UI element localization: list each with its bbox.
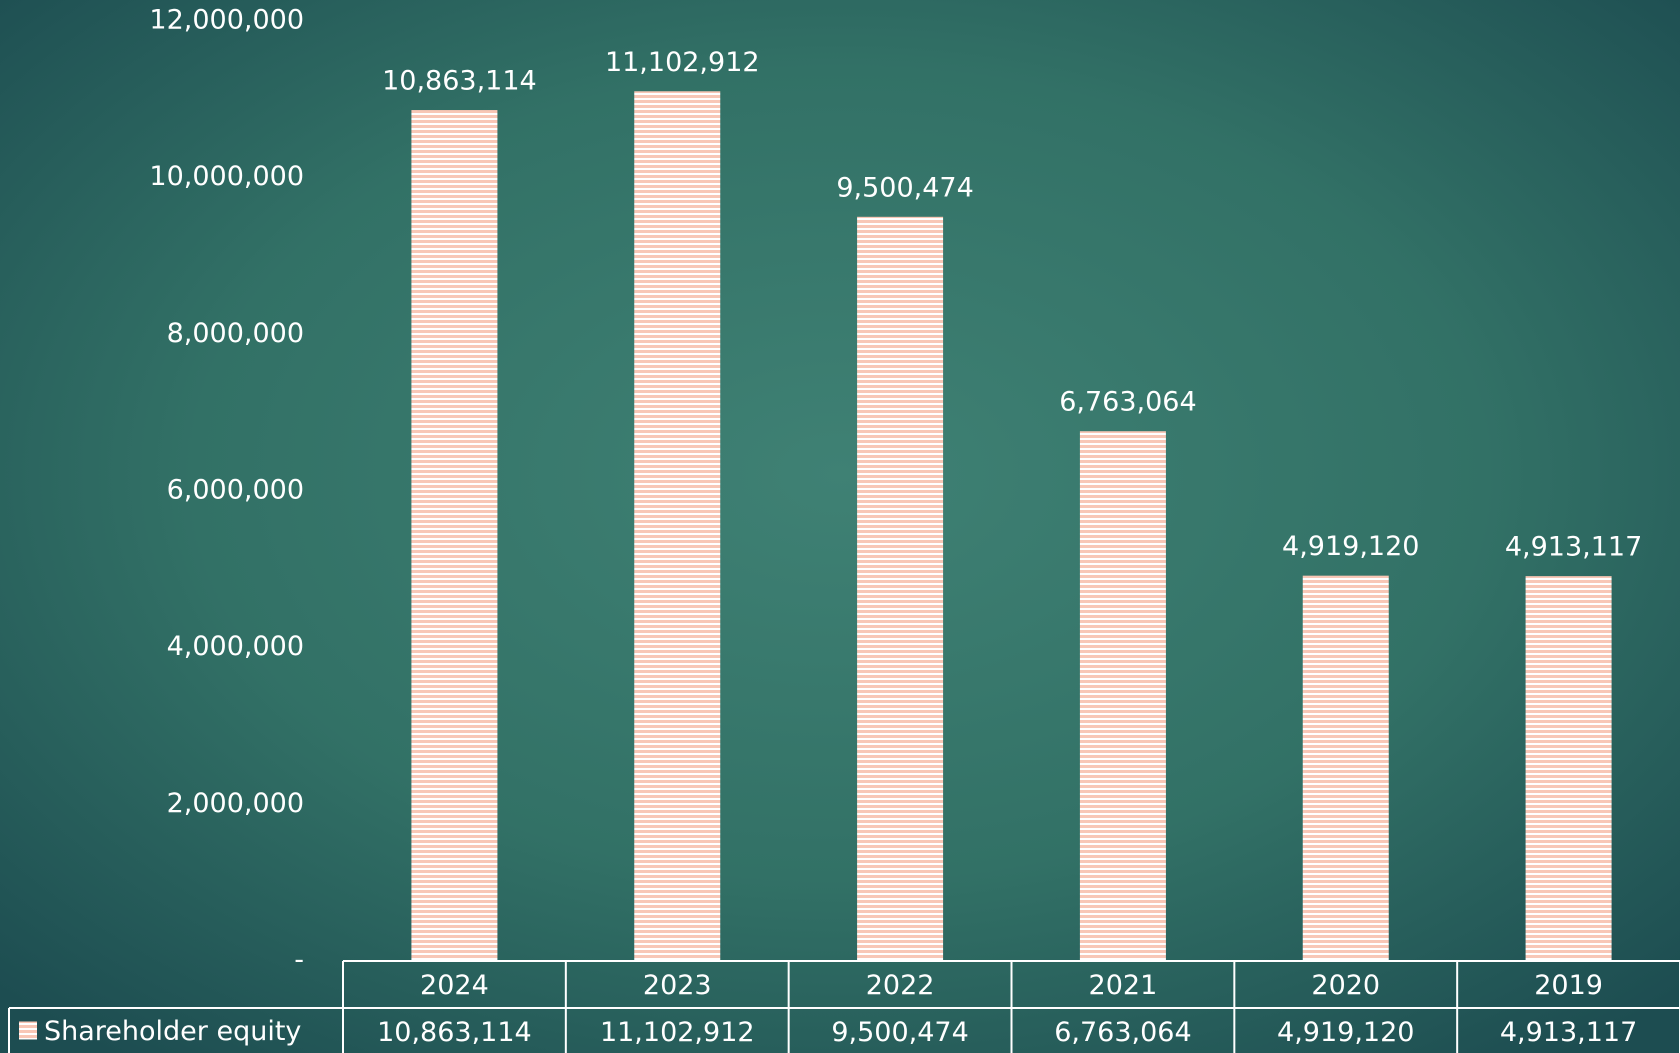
table-value: 4,913,117 xyxy=(1500,1017,1637,1048)
table-value: 6,763,064 xyxy=(1054,1017,1191,1048)
table-value: 4,919,120 xyxy=(1277,1017,1414,1048)
x-tick-label: 2023 xyxy=(643,970,712,1001)
legend-label: Shareholder equity xyxy=(44,1016,301,1047)
y-tick-label: - xyxy=(294,945,304,976)
data-label: 9,500,474 xyxy=(836,172,973,203)
data-label: 6,763,064 xyxy=(1059,387,1196,418)
bar xyxy=(634,91,721,961)
y-tick-label: 6,000,000 xyxy=(167,475,304,506)
y-tick-label: 12,000,000 xyxy=(149,5,304,36)
y-tick-label: 2,000,000 xyxy=(167,788,304,819)
bar xyxy=(411,110,498,961)
x-tick-label: 2024 xyxy=(420,970,489,1001)
legend-swatch xyxy=(19,1021,37,1040)
data-label: 10,863,114 xyxy=(382,66,537,97)
data-label: 11,102,912 xyxy=(605,47,760,78)
y-tick-label: 4,000,000 xyxy=(167,631,304,662)
table-value: 11,102,912 xyxy=(600,1017,755,1048)
data-label: 4,913,117 xyxy=(1505,532,1642,563)
table-value: 10,863,114 xyxy=(377,1017,532,1048)
bar xyxy=(1302,575,1389,961)
bar xyxy=(1525,576,1612,961)
x-tick-label: 2021 xyxy=(1089,970,1158,1001)
x-tick-label: 2020 xyxy=(1311,970,1380,1001)
x-tick-label: 2019 xyxy=(1534,970,1603,1001)
data-label: 4,919,120 xyxy=(1282,531,1419,562)
y-tick-label: 10,000,000 xyxy=(149,161,304,192)
bar xyxy=(857,216,944,961)
y-tick-label: 8,000,000 xyxy=(167,318,304,349)
x-tick-label: 2022 xyxy=(866,970,935,1001)
bar xyxy=(1079,431,1166,961)
table-value: 9,500,474 xyxy=(831,1017,968,1048)
